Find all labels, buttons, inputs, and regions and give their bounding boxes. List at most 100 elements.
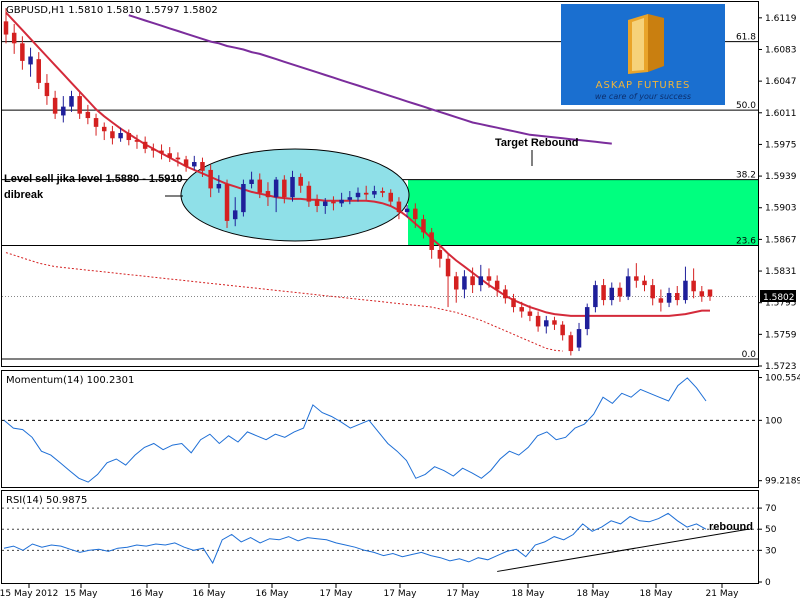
candle-body xyxy=(20,43,25,61)
price-panel: 61.8 50.0 38.2 23.6 0.0 xyxy=(2,8,758,360)
time-tick-label: 15 May 2012 xyxy=(0,589,58,599)
candle-body xyxy=(634,276,639,281)
candle xyxy=(118,127,123,142)
candle xyxy=(519,301,524,318)
candle xyxy=(232,197,238,227)
sell-level-note-line2: dibreak xyxy=(4,189,44,201)
candle-body xyxy=(347,197,353,200)
candle xyxy=(93,113,99,136)
momentum-panel xyxy=(2,377,758,483)
candle xyxy=(273,176,279,213)
candle xyxy=(323,198,328,214)
candle xyxy=(20,36,25,70)
rsi-label: RSI(14) 50.9875 xyxy=(6,495,87,506)
candle xyxy=(413,203,418,228)
candle-body xyxy=(396,201,402,213)
candle-body xyxy=(601,285,606,301)
candle-body xyxy=(93,118,99,127)
current-price-tag xyxy=(760,290,796,302)
candle-body xyxy=(584,307,590,330)
candle xyxy=(453,271,459,303)
candle xyxy=(142,136,148,154)
candle-body xyxy=(224,184,230,221)
rsi-rebound-label: rebound xyxy=(709,521,753,533)
ma-dotted-line xyxy=(5,252,563,352)
price-tick-label: 1.5903 xyxy=(765,204,797,214)
candle-body xyxy=(478,276,484,286)
candle xyxy=(478,264,484,292)
time-tick-label: 18 May xyxy=(512,589,546,599)
candle xyxy=(494,275,500,297)
candle xyxy=(470,267,475,294)
candle-body xyxy=(11,32,17,44)
fib-label-61-8: 61.8 xyxy=(736,33,756,43)
candle xyxy=(584,303,590,336)
candle xyxy=(666,287,672,308)
candle-body xyxy=(232,210,238,220)
price-tick-label: 1.6119 xyxy=(765,14,797,24)
candle xyxy=(650,278,655,306)
candle xyxy=(224,179,230,228)
candle xyxy=(445,254,451,308)
candle xyxy=(314,194,320,213)
candle xyxy=(380,187,385,198)
candle-body xyxy=(445,258,451,277)
candle-body xyxy=(552,320,557,325)
candle-body xyxy=(560,324,565,336)
candle xyxy=(462,270,467,299)
candle xyxy=(363,185,369,200)
candle-body xyxy=(642,280,647,286)
rsi-tick-label: 70 xyxy=(765,504,777,514)
candle-body xyxy=(355,192,361,198)
fib-label-23-6: 23.6 xyxy=(736,237,756,247)
candle-body xyxy=(707,289,713,297)
candle-body xyxy=(691,280,696,292)
candle-body xyxy=(290,176,295,198)
candle xyxy=(503,285,508,304)
candle xyxy=(134,134,140,149)
candle xyxy=(699,285,705,302)
candle-body xyxy=(429,232,434,250)
candle-body xyxy=(462,276,467,290)
candle-body xyxy=(61,106,66,116)
momentum-label: Momentum(14) 100.2301 xyxy=(6,375,134,386)
target-rebound-zone xyxy=(408,179,758,246)
candle xyxy=(355,187,361,202)
candle xyxy=(61,96,66,123)
candle-body xyxy=(470,276,475,286)
candle xyxy=(85,104,91,125)
fib-label-0-0: 0.0 xyxy=(742,350,757,360)
candle xyxy=(101,122,107,141)
candle xyxy=(683,266,688,304)
candle xyxy=(208,164,213,198)
candle xyxy=(625,268,631,301)
momentum-tick-label: 100.554 xyxy=(765,374,800,384)
candle xyxy=(339,192,344,207)
candle xyxy=(77,92,82,119)
candle xyxy=(192,155,197,170)
candle xyxy=(249,171,254,189)
candle-body xyxy=(216,184,222,189)
price-tick-label: 1.5759 xyxy=(765,330,797,340)
candle xyxy=(298,173,303,193)
candle xyxy=(421,214,426,239)
rsi-panel-frame xyxy=(1,490,759,584)
time-tick-label: 21 May xyxy=(706,589,740,599)
candle-body xyxy=(167,153,172,158)
candle xyxy=(535,311,541,332)
candle xyxy=(609,282,615,306)
time-tick-label: 16 May xyxy=(131,589,165,599)
candle xyxy=(52,90,58,119)
candle xyxy=(544,315,549,334)
candle-body xyxy=(306,185,312,202)
candle xyxy=(175,152,181,167)
time-tick-label: 17 May xyxy=(447,589,481,599)
candle-body xyxy=(388,192,393,202)
candle xyxy=(707,289,713,301)
candle-body xyxy=(77,96,82,114)
candle-body xyxy=(323,201,328,206)
candle-body xyxy=(421,219,426,233)
candle-body xyxy=(28,56,33,65)
ma-slow-line xyxy=(128,14,612,145)
candle-body xyxy=(282,179,287,198)
